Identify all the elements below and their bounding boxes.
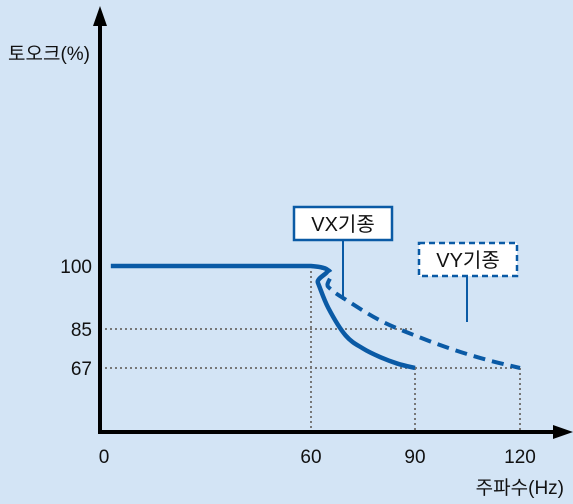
x-tick-label: 90 xyxy=(404,447,425,468)
x-tick-label: 120 xyxy=(504,447,536,468)
vy-callout-box xyxy=(417,241,519,278)
y-tick-label: 85 xyxy=(71,320,92,341)
y-tick-label: 67 xyxy=(71,359,92,380)
reference-lines xyxy=(100,266,521,432)
axes xyxy=(93,6,573,439)
vy-series-line xyxy=(110,264,521,370)
x-axis-title: 주파수(Hz) xyxy=(476,477,564,499)
vx-callout-label: VX기종 xyxy=(311,213,374,236)
vx-series-line xyxy=(110,263,416,371)
series xyxy=(110,263,521,371)
y-axis-arrow xyxy=(93,6,107,26)
vx-callout-box xyxy=(292,205,394,242)
x-tick-label: 60 xyxy=(300,447,321,468)
y-axis-title: 토오크(%) xyxy=(8,44,90,65)
vy-callout-label: VY기종 xyxy=(436,249,499,272)
y-tick-label: 100 xyxy=(60,257,92,278)
x-axis-arrow xyxy=(553,425,573,439)
x-tick-label: 0 xyxy=(99,447,110,468)
